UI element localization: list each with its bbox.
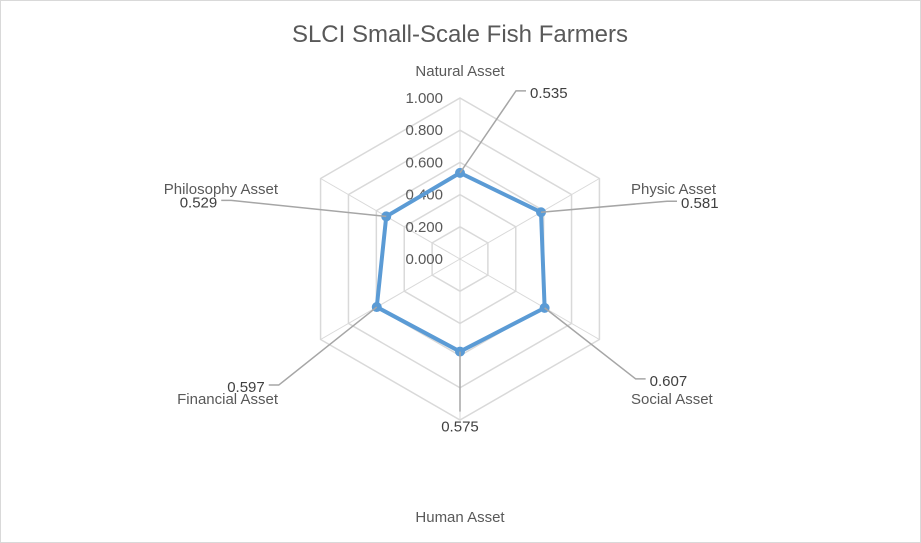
series-layer bbox=[371, 167, 550, 357]
category-labels: Natural Asset Physic Asset Social Asset Hum… bbox=[164, 63, 717, 526]
data-label: 0.529 bbox=[180, 194, 218, 211]
tick-label: 0.000 bbox=[405, 251, 443, 268]
spoke-2 bbox=[459, 258, 600, 340]
category-label: Human Asset bbox=[415, 509, 505, 526]
data-label: 0.581 bbox=[681, 195, 719, 212]
data-label: 0.535 bbox=[530, 85, 568, 102]
data-label: 0.575 bbox=[441, 419, 479, 436]
data-label: 0.607 bbox=[650, 373, 688, 390]
tick-label: 0.200 bbox=[405, 219, 443, 236]
leader-lines bbox=[221, 90, 678, 412]
tick-label: 1.000 bbox=[405, 90, 443, 107]
tick-label: 0.600 bbox=[405, 154, 443, 171]
category-label: Physic Asset bbox=[631, 181, 717, 198]
category-label: Natural Asset bbox=[415, 63, 505, 80]
leader-line-2 bbox=[544, 307, 646, 380]
leader-line-0 bbox=[459, 90, 526, 174]
tick-label: 0.800 bbox=[405, 122, 443, 139]
category-label: Financial Asset bbox=[177, 391, 279, 408]
leader-line-5 bbox=[221, 199, 387, 218]
leader-line-4 bbox=[268, 306, 378, 386]
category-label: Social Asset bbox=[631, 391, 714, 408]
category-label: Philosophy Asset bbox=[164, 181, 279, 198]
series-line-0 bbox=[374, 170, 547, 354]
spoke-4 bbox=[320, 258, 461, 340]
leader-line-1 bbox=[540, 200, 678, 213]
spoke-1 bbox=[459, 178, 600, 260]
chart-title: SLCI Small-Scale Fish Farmers bbox=[292, 21, 628, 48]
data-label: 0.597 bbox=[227, 379, 265, 396]
data-labels: 0.535 0.581 0.607 0.575 0.597 0.529 bbox=[180, 85, 719, 436]
